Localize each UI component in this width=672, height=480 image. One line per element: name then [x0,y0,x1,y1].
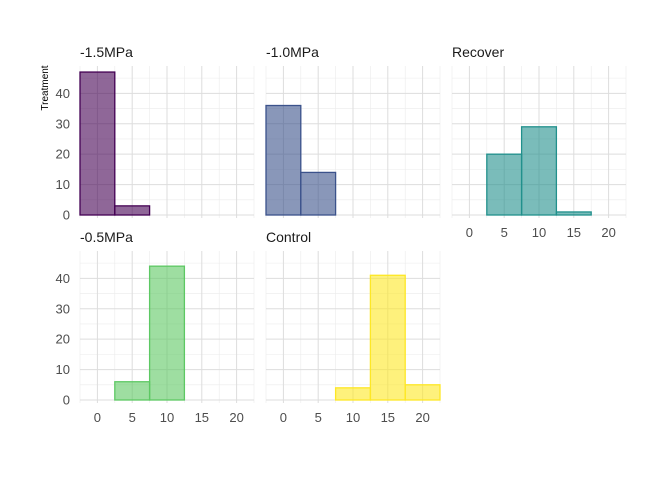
bar-recover-bin-3 [555,211,592,216]
panel-title-recover: Recover [452,44,504,60]
bar-control-bin-2 [334,387,372,401]
x-tick-label-20: 20 [229,410,243,425]
y-tick-label-30: 30 [56,116,70,131]
panel-title-1-0mpa: -1.0MPa [266,44,319,60]
bar-1-5mpa-bin-0 [79,71,116,216]
y-tick-label-40: 40 [56,86,70,101]
panel-recover: Recover 0 5 10 15 20 [451,44,627,240]
bar-recover-bin-2 [520,126,558,216]
panel-title-control: Control [266,229,311,245]
bar-0-5mpa-bin-1 [114,381,151,401]
x-tick-label-0: 0 [94,410,101,425]
x-tick-label-5: 5 [315,410,322,425]
y-tick-label-30: 30 [56,301,70,316]
panel-title-0-5mpa: -0.5MPa [80,229,133,245]
y-tick-label-10: 10 [56,362,70,377]
x-tick-label-0: 0 [280,410,287,425]
panel-title-1-5mpa: -1.5MPa [80,44,133,60]
bar-1-0mpa-bin-1 [300,171,337,216]
y-tick-label-0: 0 [63,208,70,223]
x-tick-label-5: 5 [129,410,136,425]
bar-1-5mpa-bin-1 [114,205,151,216]
bar-0-5mpa-bin-2 [148,265,186,401]
x-tick-label-15: 15 [567,225,581,240]
panel-control: Control 0 5 10 15 20 [265,229,441,425]
x-tick-label-20: 20 [415,410,429,425]
y-tick-label-20: 20 [56,147,70,162]
panel-0-5mpa: -0.5MPa 0 10 20 30 40 0 5 10 15 20 [56,229,255,425]
x-tick-label-20: 20 [601,225,615,240]
x-tick-label-0: 0 [466,225,473,240]
y-axis-label: Treatment [40,65,51,110]
bar-control-bin-4 [404,384,441,401]
x-tick-label-5: 5 [501,225,508,240]
x-tick-label-10: 10 [532,225,546,240]
panel-1-0mpa: -1.0MPa [265,44,441,218]
bar-1-0mpa-bin-0 [265,104,302,216]
bar-recover-bin-1 [486,153,523,216]
bar-control-bin-3 [369,274,406,401]
y-tick-label-0: 0 [63,393,70,408]
y-tick-label-40: 40 [56,271,70,286]
x-tick-label-10: 10 [160,410,174,425]
y-tick-label-20: 20 [56,332,70,347]
x-tick-label-15: 15 [381,410,395,425]
x-tick-label-10: 10 [346,410,360,425]
panel-1-5mpa: -1.5MPa 0 10 20 30 40 [56,44,255,223]
y-tick-label-10: 10 [56,177,70,192]
x-tick-label-15: 15 [195,410,209,425]
